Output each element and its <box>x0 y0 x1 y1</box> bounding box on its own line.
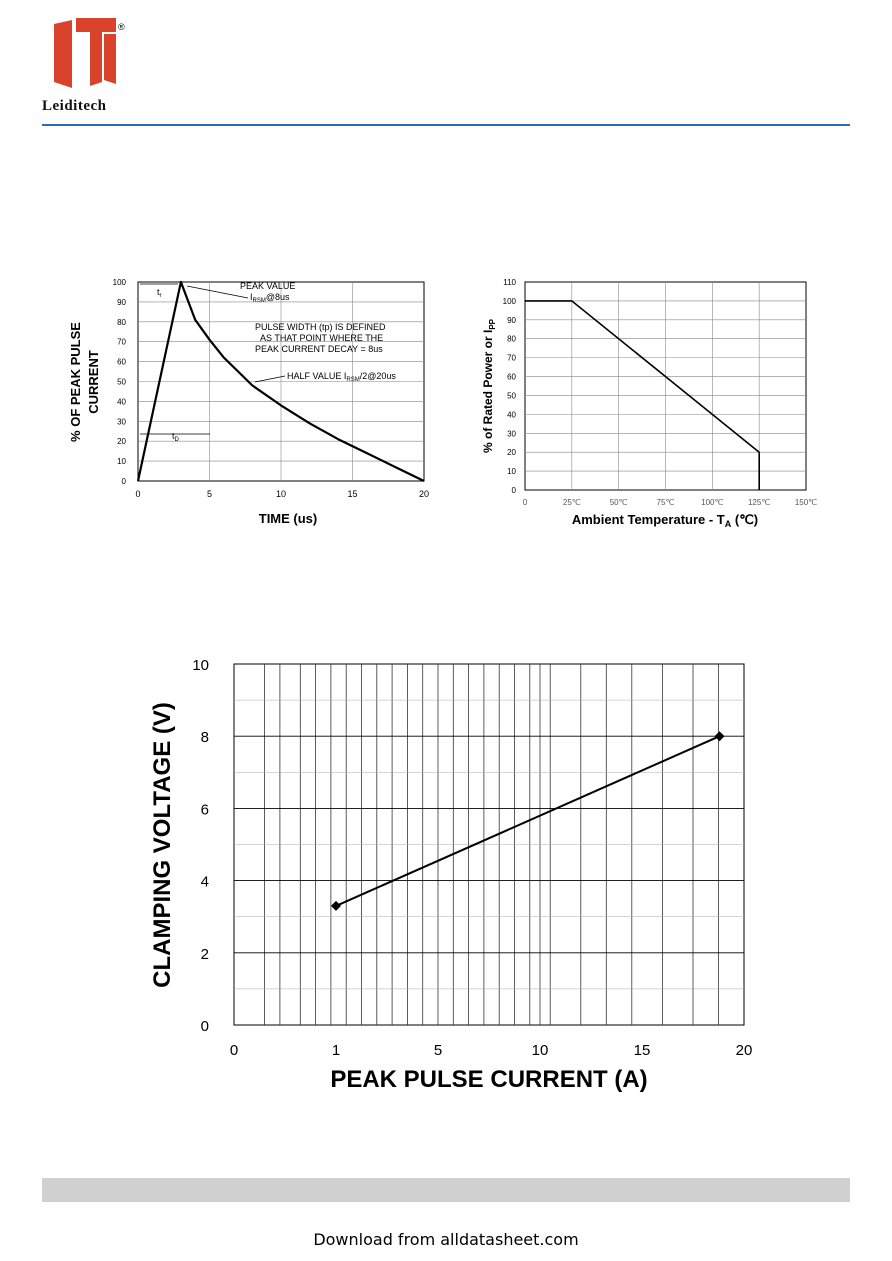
y-tick-label: 70 <box>507 354 516 363</box>
y-tick-label: 90 <box>507 316 516 325</box>
series <box>136 280 425 482</box>
annotations: tr PEAK VALUE IRSM@8us PULSE WIDTH (tp) … <box>140 281 396 443</box>
y-tick-label: 4 <box>201 874 209 891</box>
x-axis-label: Ambient Temperature - TA (℃) <box>572 512 758 529</box>
y-axis-label: % of Rated Power or IPP <box>481 318 497 453</box>
y-tick-label: 50 <box>507 391 516 400</box>
y-tick-label: 80 <box>117 318 126 327</box>
pulse-curve <box>136 280 425 482</box>
y-tick-label: 30 <box>507 429 516 438</box>
y-tick-label: 60 <box>507 373 516 382</box>
y-tick-label: 50 <box>117 378 126 387</box>
y-tick-label: 0 <box>201 1018 209 1035</box>
x-tick-label: 15 <box>347 489 357 499</box>
y-tick-labels: 0 10 20 30 40 50 60 70 80 90 100 110 <box>503 278 517 495</box>
y-tick-label: 100 <box>113 278 127 287</box>
y-tick-label: 30 <box>117 417 126 426</box>
y-tick-label: 8 <box>201 729 209 746</box>
peak-value-label: PEAK VALUE <box>240 281 295 291</box>
y-tick-label: 10 <box>192 657 209 674</box>
logo-mark-shape <box>54 18 116 88</box>
leiditech-logo: ® <box>54 18 125 88</box>
y-tick-label: 6 <box>201 801 209 818</box>
peak-irsm-label: IRSM@8us <box>250 292 290 304</box>
x-tick-label: 15 <box>634 1042 651 1059</box>
grid <box>233 663 745 1026</box>
y-tick-labels: 0 10 20 30 40 50 60 70 80 90 100 <box>113 278 127 486</box>
y-tick-label: 20 <box>117 437 126 446</box>
y-tick-label: 40 <box>117 397 126 406</box>
half-leader-line <box>254 375 286 383</box>
y-tick-label: 90 <box>117 298 126 307</box>
x-tick-label: 100℃ <box>701 498 723 507</box>
pulse-width-line2: AS THAT POINT WHERE THE <box>260 333 383 343</box>
y-tick-label: 0 <box>122 477 127 486</box>
x-tick-label: 5 <box>207 489 212 499</box>
grid <box>524 281 807 491</box>
x-tick-label: 1 <box>332 1042 340 1059</box>
x-tick-label: 5 <box>434 1042 442 1059</box>
y-tick-label: 20 <box>507 448 516 457</box>
y-tick-label: 10 <box>507 467 516 476</box>
footer-bar <box>42 1178 850 1202</box>
y-tick-label: 100 <box>503 297 517 306</box>
y-tick-label: 2 <box>201 946 209 963</box>
data-point-marker <box>714 731 725 742</box>
x-axis-label: PEAK PULSE CURRENT (A) <box>330 1066 647 1093</box>
x-tick-labels: 0 1 5 10 15 20 <box>230 1042 753 1059</box>
x-tick-label: 0 <box>523 498 528 507</box>
y-tick-label: 70 <box>117 338 126 347</box>
clamping-line <box>335 735 720 907</box>
td-label: tD <box>172 431 180 443</box>
y-tick-label: 110 <box>503 278 516 287</box>
pulse-waveform-chart: 0 10 20 30 40 50 60 70 80 90 100 0 5 10 15 20 tr PEAK … <box>68 278 429 526</box>
header-divider <box>42 124 850 126</box>
brand-name: Leiditech <box>42 98 107 114</box>
y-axis-label-line1: % OF PEAK PULSE <box>68 322 83 442</box>
x-tick-label: 0 <box>135 489 140 499</box>
y-tick-label: 0 <box>512 486 517 495</box>
x-tick-label: 10 <box>532 1042 549 1059</box>
download-notice: Download from alldatasheet.com <box>313 1230 579 1249</box>
data-point-marker <box>331 900 341 911</box>
derating-curve <box>525 300 761 490</box>
x-tick-label: 20 <box>736 1042 753 1059</box>
x-tick-label: 20 <box>419 489 429 499</box>
y-tick-label: 10 <box>117 457 126 466</box>
pulse-width-line1: PULSE WIDTH (tp) IS DEFINED <box>255 322 386 332</box>
peak-leader-line <box>186 285 249 299</box>
x-tick-label: 10 <box>276 489 286 499</box>
x-tick-label: 125℃ <box>748 498 770 507</box>
y-axis-label: CLAMPING VOLTAGE (V) <box>149 702 176 988</box>
power-derating-chart: 0 10 20 30 40 50 60 70 80 90 100 110 0 25℃ 50℃ 75℃ 100℃… <box>481 278 817 529</box>
half-value-label: HALF VALUE IRSM/2@20us <box>287 371 396 383</box>
x-tick-label: 50℃ <box>610 498 628 507</box>
grid <box>137 281 425 482</box>
tr-label: tr <box>157 287 162 299</box>
x-tick-labels: 0 25℃ 50℃ 75℃ 100℃ 125℃ 150℃ <box>523 498 817 507</box>
y-axis-label-line2: CURRENT <box>86 350 101 414</box>
pulse-width-line3: PEAK CURRENT DECAY = 8us <box>255 344 383 354</box>
x-axis-label: TIME (us) <box>259 511 318 526</box>
y-tick-label: 80 <box>507 335 516 344</box>
x-tick-label: 75℃ <box>657 498 675 507</box>
y-tick-label: 40 <box>507 410 516 419</box>
x-tick-label: 150℃ <box>795 498 817 507</box>
y-tick-labels: 0 2 4 6 8 10 <box>192 657 209 1035</box>
registered-mark: ® <box>118 22 125 32</box>
series <box>331 731 725 911</box>
series <box>525 300 761 490</box>
x-tick-labels: 0 5 10 15 20 <box>135 489 429 499</box>
y-tick-label: 60 <box>117 358 126 367</box>
x-tick-label: 0 <box>230 1042 238 1059</box>
x-tick-label: 25℃ <box>563 498 581 507</box>
